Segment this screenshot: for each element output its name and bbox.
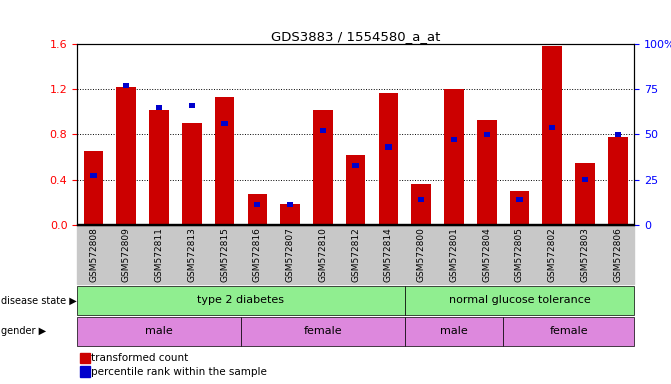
Bar — [123, 83, 130, 88]
Bar — [418, 197, 424, 202]
Text: normal glucose tolerance: normal glucose tolerance — [448, 295, 590, 306]
Bar — [241, 317, 405, 346]
Text: female: female — [550, 326, 588, 336]
Bar — [215, 97, 234, 225]
Bar — [77, 317, 241, 346]
Bar — [385, 144, 392, 150]
Bar — [182, 123, 202, 225]
Bar — [84, 151, 103, 225]
Bar — [484, 132, 490, 137]
Bar — [503, 317, 634, 346]
Bar — [346, 155, 366, 225]
Bar — [444, 89, 464, 225]
Bar — [575, 162, 595, 225]
Text: percentile rank within the sample: percentile rank within the sample — [91, 367, 266, 377]
Text: type 2 diabetes: type 2 diabetes — [197, 295, 285, 306]
Bar — [582, 177, 588, 182]
Bar — [516, 197, 523, 202]
Bar — [615, 132, 621, 137]
Bar — [608, 137, 627, 225]
Bar — [405, 317, 503, 346]
Bar — [451, 137, 457, 142]
Bar — [411, 184, 431, 225]
Bar — [77, 286, 405, 315]
Bar — [280, 204, 300, 225]
Bar — [248, 194, 267, 225]
Bar — [352, 162, 359, 168]
Text: male: male — [145, 326, 173, 336]
Bar — [287, 202, 293, 207]
Bar — [149, 109, 169, 225]
Bar — [254, 202, 260, 207]
Bar — [80, 353, 90, 363]
Title: GDS3883 / 1554580_a_at: GDS3883 / 1554580_a_at — [271, 30, 440, 43]
Bar — [378, 93, 398, 225]
Bar — [117, 87, 136, 225]
Bar — [542, 46, 562, 225]
Bar — [91, 173, 97, 179]
Text: gender ▶: gender ▶ — [1, 326, 46, 336]
Bar — [80, 366, 90, 377]
Text: disease state ▶: disease state ▶ — [1, 295, 77, 306]
Bar — [313, 109, 333, 225]
Bar — [509, 191, 529, 225]
Bar — [477, 120, 497, 225]
Bar — [221, 121, 227, 126]
Bar — [549, 125, 556, 130]
Bar — [189, 103, 195, 108]
Text: female: female — [303, 326, 342, 336]
Bar — [156, 105, 162, 110]
Bar — [405, 286, 634, 315]
Text: transformed count: transformed count — [91, 353, 188, 363]
Text: male: male — [440, 326, 468, 336]
Bar — [319, 128, 326, 133]
